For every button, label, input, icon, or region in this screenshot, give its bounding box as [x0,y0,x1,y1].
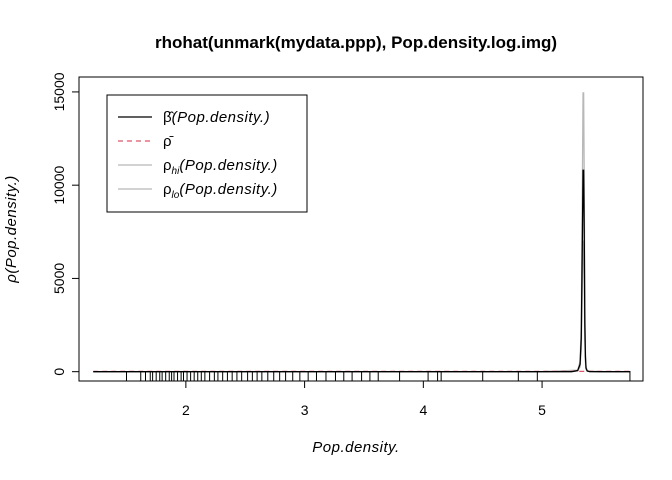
legend-label: ρlo(Pop.density.) [163,181,278,201]
rug-layer [125,371,631,381]
y-tick-label: 5000 [51,263,67,294]
x-tick-label: 2 [182,402,190,418]
y-tick-label: 0 [51,368,67,376]
y-axis-label: ρ(Pop.density.) [3,175,20,284]
chart-title: rhohat(unmark(mydata.ppp), Pop.density.l… [155,33,557,52]
series-layer [93,92,630,373]
legend-label: ρhi(Pop.density.) [163,157,278,177]
x-axis-label: Pop.density. [312,439,399,456]
axes-layer: 2 3 4 5 0 5000 10000 15000 [51,72,546,418]
y-tick-label: 15000 [51,72,67,111]
legend-box [106,94,308,213]
legend: β̂(Pop.density.) ρ̄ ρhi(Pop.density.) ρlo(P… [106,94,308,213]
legend-label: β̂(Pop.density.) [163,109,270,126]
x-tick-label: 5 [538,402,546,418]
series-line-3 [93,240,630,373]
series-line-0 [93,169,630,373]
y-tick-label: 10000 [51,165,67,204]
x-tick-label: 4 [419,402,427,418]
legend-label: ρ̄ [163,133,174,150]
x-tick-label: 3 [301,402,309,418]
